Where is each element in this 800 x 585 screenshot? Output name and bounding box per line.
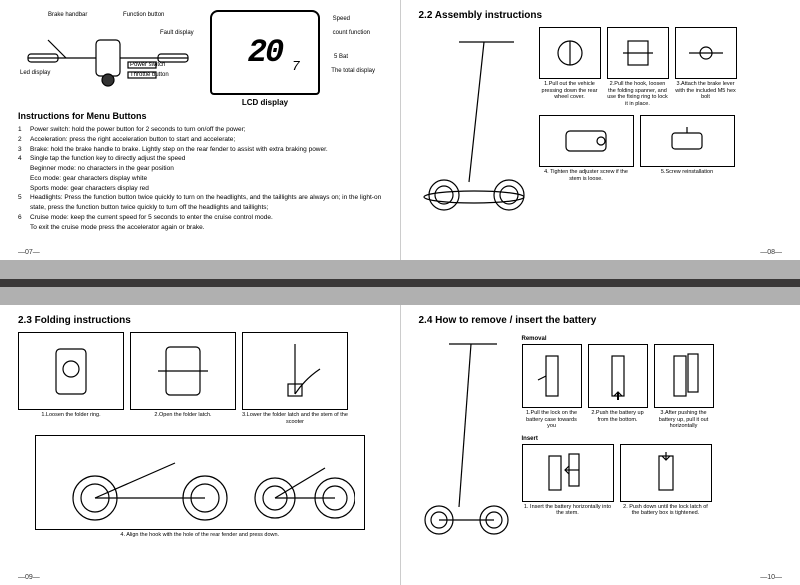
instr-5: Beginner mode: no characters in the gear… — [30, 164, 174, 174]
instr-8: Headlights: Press the function button tw… — [30, 193, 382, 213]
page-07: Brake handbar Function button Led displa… — [0, 0, 401, 260]
battery-scooter — [419, 332, 514, 547]
assembly-img-4 — [539, 115, 634, 167]
instr-1: Power switch: hold the power button for … — [30, 125, 246, 135]
label-function: Function button — [123, 12, 164, 18]
lcd-bat: 5 Bat — [334, 54, 348, 60]
assembly-img-5 — [640, 115, 735, 167]
insert-cap-2: 2. Push down until the lock latch of the… — [620, 504, 712, 517]
spread-1: Brake handbar Function button Led displa… — [0, 0, 800, 260]
page-num-08: —08— — [760, 249, 782, 256]
spread-2: 2.3 Folding instructions 1.Loosen the fo… — [0, 305, 800, 585]
lcd-speed: Speed — [333, 16, 350, 22]
page-09: 2.3 Folding instructions 1.Loosen the fo… — [0, 305, 401, 585]
folding-cap-3: 3.Lower the folder latch and the stem of… — [242, 412, 348, 425]
assembly-scooter — [419, 27, 529, 222]
insert-img-1 — [522, 444, 614, 502]
lcd-title: LCD display — [210, 98, 320, 107]
lcd-main-digit: 20 — [248, 34, 282, 71]
instr-10: To exit the cruise mode press the accele… — [30, 223, 205, 233]
removal-img-2 — [588, 344, 648, 408]
folding-img-2 — [130, 332, 236, 410]
label-power: Power switch — [130, 62, 165, 68]
removal-img-1 — [522, 344, 582, 408]
instr-3: Brake: hold the brake handle to brake. L… — [30, 145, 328, 155]
page-num-09: —09— — [18, 574, 40, 581]
folding-cap-1: 1.Loosen the folder ring. — [41, 412, 100, 419]
lcd-count: count function — [333, 30, 370, 36]
insert-label: Insert — [522, 436, 783, 442]
removal-img-3 — [654, 344, 714, 408]
removal-cap-2: 2.Push the battery up from the bottom. — [588, 410, 648, 423]
instructions-list: 1Power switch: hold the power button for… — [18, 125, 382, 232]
assembly-cap-1: 1.Pull out the vehicle pressing down the… — [539, 81, 601, 101]
folding-img-3 — [242, 332, 348, 410]
assembly-img-3 — [675, 27, 737, 79]
assembly-img-1 — [539, 27, 601, 79]
page-separator — [0, 260, 800, 305]
page-num-07: —07— — [18, 249, 40, 256]
insert-cap-1: 1. Insert the battery horizontally into … — [522, 504, 614, 517]
folding-cap-2: 2.Open the folder latch. — [154, 412, 211, 419]
page-10: 2.4 How to remove / insert the battery R… — [401, 305, 800, 585]
page-num-10: —10— — [760, 574, 782, 581]
assembly-cap-2: 2.Pull the hook, loosen the folding span… — [607, 81, 669, 107]
assembly-img-2 — [607, 27, 669, 79]
lcd-sub-digit: 7 — [292, 59, 300, 75]
instr-6: Eco mode: gear characters display white — [30, 174, 147, 184]
assembly-cap-5: 5.Screw reinstallation — [661, 169, 713, 176]
label-throttle: Throttle button — [130, 72, 169, 78]
page-08: 2.2 Assembly instructions 1.Pull out the… — [401, 0, 800, 260]
handlebar-diagram: Brake handbar Function button Led displa… — [18, 10, 198, 95]
instr-7: Sports mode: gear characters display red — [30, 184, 149, 194]
removal-label: Removal — [522, 336, 783, 342]
lcd-block: 20 7 LCD display Fault display Speed cou… — [210, 10, 320, 107]
lcd-fault: Fault display — [160, 30, 194, 36]
instr-4: Single tap the function key to directly … — [30, 154, 185, 164]
folding-title: 2.3 Folding instructions — [18, 315, 382, 326]
label-led: Led display — [20, 70, 50, 76]
removal-cap-3: 3.After pushing the battery up, pull it … — [654, 410, 714, 430]
battery-title: 2.4 How to remove / insert the battery — [419, 315, 783, 326]
label-brake: Brake handbar — [48, 12, 87, 18]
lcd-total: The total display — [331, 68, 375, 74]
lcd-display: 20 7 — [210, 10, 320, 95]
assembly-cap-3: 3.Attach the brake lever with the includ… — [675, 81, 737, 101]
instr-2: Acceleration: press the right accelerati… — [30, 135, 235, 145]
folding-img-4 — [35, 435, 365, 530]
insert-img-2 — [620, 444, 712, 502]
removal-cap-1: 1.Pull the lock on the battery case towa… — [522, 410, 582, 430]
folding-img-1 — [18, 332, 124, 410]
assembly-title: 2.2 Assembly instructions — [419, 10, 783, 21]
assembly-cap-4: 4. Tighten the adjuster screw if the ste… — [539, 169, 634, 182]
folding-cap-4: 4. Align the hook with the hole of the r… — [120, 532, 279, 539]
instr-9: Cruise mode: keep the current speed for … — [30, 213, 273, 223]
instructions-title: Instructions for Menu Buttons — [18, 111, 382, 121]
